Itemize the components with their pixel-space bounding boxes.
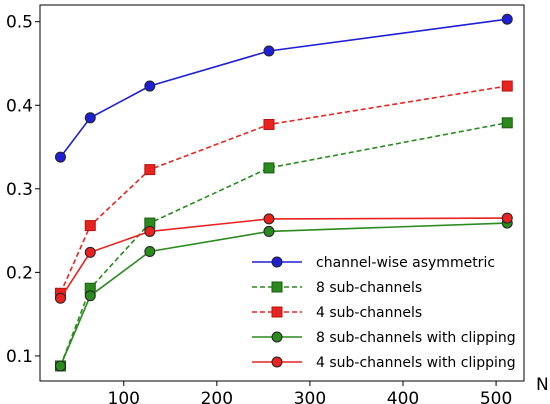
series-layer [54,13,513,372]
data-point [144,164,156,176]
legend-label: 8 sub-channels with clipping [316,330,516,346]
data-point [54,151,66,163]
data-point [84,246,96,258]
x-tick-label: 100 [108,389,140,404]
legend-label: 8 sub-channels [316,280,422,296]
y-tick-label: 0.1 [6,347,33,367]
plot-frame [39,4,525,382]
data-point [84,112,96,124]
legend-marker [271,256,283,268]
legend-marker [271,331,283,343]
series-channel-wise-asymmetric [54,13,513,163]
data-point [84,220,96,232]
y-tick-label: 0.3 [6,180,33,200]
data-point [263,213,275,225]
data-point [144,80,156,92]
data-point [501,80,513,92]
data-point [263,118,275,130]
data-point [84,290,96,302]
data-point [54,360,66,372]
legend-marker [271,281,283,293]
data-point [144,245,156,257]
legend-label: channel-wise asymmetric [316,255,495,271]
data-point [501,117,513,129]
y-tick-label: 0.2 [6,263,33,283]
x-tick-label: 200 [201,389,233,404]
data-point [263,162,275,174]
series-4-sub-channels-with-clipping [54,212,513,304]
axis-ticks: 100 200 300 400 500 0.1 0.2 0.3 0.4 0.5 [6,13,512,404]
legend-marker [271,356,283,368]
data-point [501,13,513,25]
data-point [263,45,275,57]
legend: channel-wise asymmetric 8 sub-channels 4 s… [252,255,516,371]
legend-label: 4 sub-channels with clipping [316,355,516,371]
data-point [263,225,275,237]
data-point [54,292,66,304]
x-axis-label: N [536,375,549,395]
series-line [59,18,508,158]
data-point [144,225,156,237]
y-tick-label: 0.5 [6,13,33,33]
data-point [501,212,513,224]
x-tick-label: 500 [480,389,512,404]
legend-label: 4 sub-channels [316,305,422,321]
x-tick-label: 300 [294,389,326,404]
y-tick-label: 0.4 [6,96,33,116]
x-tick-label: 400 [387,389,419,404]
legend-marker [271,306,283,318]
